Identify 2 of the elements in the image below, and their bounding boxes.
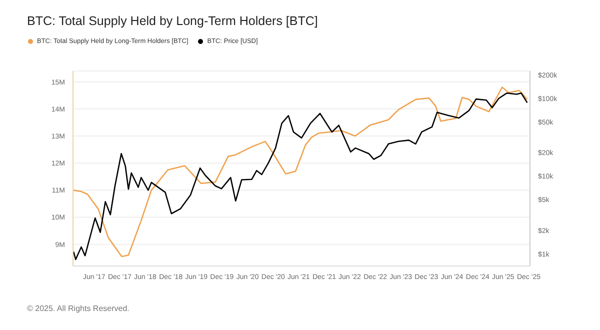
text: © 2025. All Rights Reserved. bbox=[27, 304, 130, 313]
chart-title: BTC: Total Supply Held by Long-Term Holders [BTC] bbox=[27, 14, 318, 28]
